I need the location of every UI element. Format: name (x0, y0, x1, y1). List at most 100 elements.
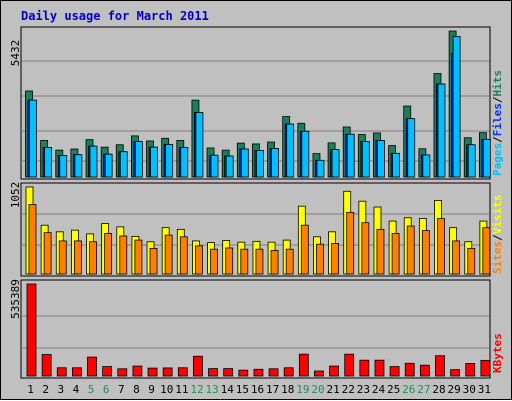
x-tick-label: 8 (133, 383, 140, 396)
pages-bar (301, 130, 310, 178)
sites-bar (482, 227, 491, 275)
kbytes-bar (389, 366, 400, 377)
legend-visits: Visits (491, 195, 504, 235)
pages-bar (89, 145, 98, 178)
pages-bar (482, 138, 491, 178)
legend-hits-files-pages: Pages/Files/Hits (491, 70, 504, 176)
x-tick-label: 11 (175, 383, 188, 396)
kbytes-bar (359, 359, 370, 377)
sites-bar (240, 248, 249, 275)
x-tick-label: 7 (118, 383, 125, 396)
x-tick-label: 10 (160, 383, 173, 396)
pages-bar (256, 149, 264, 178)
x-tick-label: 19 (296, 383, 309, 396)
sites-bar (391, 233, 400, 275)
x-tick-label: 29 (448, 383, 461, 396)
pages-bar (135, 141, 143, 178)
kbytes-panel (20, 279, 491, 379)
pages-bar (407, 118, 416, 178)
x-tick-label: 28 (432, 383, 445, 396)
sites-bar (104, 233, 113, 275)
legend-sep: / (491, 96, 504, 103)
sites-bar (406, 225, 415, 275)
bars-group (25, 30, 491, 377)
sites-bar (58, 240, 67, 275)
pages-bar (271, 148, 279, 178)
x-tick-label: 13 (205, 383, 218, 396)
pages-bar (180, 147, 189, 178)
legend-hits: Hits (491, 70, 504, 97)
pages-bar (119, 151, 128, 178)
kbytes-bar (41, 354, 52, 377)
sites-bar (89, 241, 97, 275)
kbytes-bar (193, 355, 203, 377)
kbytes-bar (177, 367, 188, 377)
sites-bar (437, 218, 445, 275)
x-tick-label: 15 (236, 383, 249, 396)
pages-bar (452, 36, 461, 178)
pages-bar (44, 147, 53, 178)
x-tick-label: 22 (342, 383, 355, 396)
kbytes-bar (208, 368, 218, 377)
sites-bar (452, 240, 461, 275)
pages-bar (150, 146, 158, 178)
x-tick-label: 30 (463, 383, 476, 396)
pages-bar (195, 112, 204, 178)
kbytes-bar (268, 368, 279, 377)
x-tick-label: 5 (88, 383, 95, 396)
kbytes-bar (344, 353, 355, 377)
sites-bar (376, 228, 385, 275)
legend-files: Files (491, 103, 504, 136)
pages-bar (346, 133, 355, 178)
x-axis-labels: 1 2 3 4 5 6 7 8 9 10 11 12 13 14 15 16 17 18 19 20 21 22 23 24 2… (27, 383, 491, 396)
sites-bar (255, 248, 264, 275)
kbytes-ymax-label: 535389 (9, 279, 22, 319)
chart-title: Daily usage for March 2011 (21, 9, 209, 23)
legend-sites: Sites (491, 241, 504, 274)
kbytes-bar (450, 369, 461, 377)
kbytes-bar (374, 359, 385, 377)
kbytes-bar (102, 366, 113, 377)
kbytes-bar (132, 365, 143, 377)
kbytes-bar (253, 368, 264, 377)
pages-bar (240, 148, 249, 178)
legend-pages: Pages (491, 143, 504, 176)
x-tick-label: 23 (357, 383, 370, 396)
pages-bar (316, 159, 325, 178)
pages-bar (104, 153, 113, 178)
x-tick-label: 9 (148, 383, 155, 396)
kbytes-bar (465, 363, 476, 377)
sites-bar (316, 243, 324, 275)
kbytes-bar (329, 365, 339, 377)
x-tick-label: 6 (103, 383, 110, 396)
kbytes-bar (435, 355, 445, 377)
x-tick-label: 21 (327, 383, 340, 396)
pages-bar (437, 83, 446, 178)
kbytes-bar (314, 370, 324, 377)
kbytes-bar (147, 367, 158, 377)
sites-bar (179, 236, 188, 275)
sites-bar (421, 230, 430, 275)
kbytes-bar (419, 364, 430, 377)
visits-ymax-label: 1052 (9, 182, 22, 209)
legend-sep: / (491, 234, 504, 241)
x-tick-label: 31 (478, 383, 491, 396)
x-tick-label: 20 (311, 383, 324, 396)
legend-sep: / (491, 136, 504, 143)
sites-bar (119, 235, 128, 275)
kbytes-bar (223, 368, 234, 377)
pages-bar (210, 154, 219, 178)
pages-bar (74, 154, 83, 178)
pages-bar (422, 154, 431, 178)
sites-bar (210, 248, 218, 275)
x-tick-label: 12 (190, 383, 203, 396)
sites-bar (467, 247, 476, 275)
sites-bar (361, 222, 370, 275)
pages-bar (29, 99, 37, 178)
x-tick-label: 26 (402, 383, 415, 396)
sites-bar (331, 243, 339, 275)
sites-bar (164, 234, 173, 275)
x-tick-label: 18 (281, 383, 294, 396)
x-tick-label: 2 (42, 383, 49, 396)
legend-kbytes: KBytes (491, 333, 504, 373)
